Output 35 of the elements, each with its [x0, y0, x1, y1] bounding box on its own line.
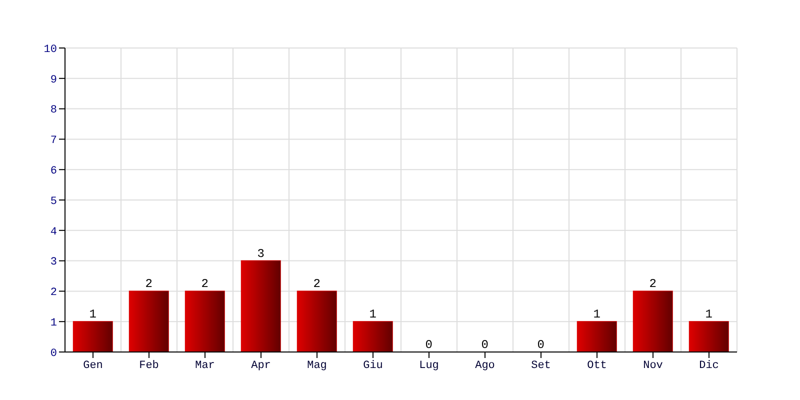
y-tick-label: 1 [50, 318, 58, 330]
y-tick-label: 9 [50, 74, 57, 86]
x-tick-label: Ago [475, 360, 495, 372]
data-label: 1 [593, 308, 600, 322]
x-tick-label: Dic [699, 360, 719, 372]
x-tick-label: Giu [363, 360, 383, 372]
data-label: 0 [537, 338, 544, 352]
x-tick-label: Feb [139, 360, 159, 372]
x-tick-label: Lug [419, 360, 439, 372]
y-tick-label: 0 [50, 348, 57, 360]
y-tick-label: 7 [50, 135, 57, 148]
x-tick-label: Set [531, 360, 551, 372]
data-label: 1 [369, 308, 376, 322]
y-tick-label: 5 [50, 196, 57, 208]
x-tick-label: Nov [643, 360, 664, 372]
x-tick-label: Ott [587, 360, 607, 372]
data-label: 1 [89, 308, 96, 322]
y-tick-label: 8 [50, 104, 57, 117]
y-tick-label: 10 [44, 44, 57, 56]
data-label: 0 [481, 338, 488, 352]
x-tick-label: Gen [83, 360, 103, 372]
y-tick-label: 2 [50, 287, 57, 300]
x-tick-label: Apr [251, 360, 271, 372]
y-tick-label: 3 [50, 256, 57, 269]
data-label: 2 [145, 277, 152, 292]
data-label: 3 [257, 246, 264, 261]
x-tick-label: Mar [195, 360, 215, 372]
data-label: 2 [201, 277, 208, 292]
data-label: 2 [313, 277, 320, 292]
data-label: 0 [425, 338, 432, 352]
y-tick-label: 4 [50, 226, 58, 238]
data-label: 2 [649, 277, 656, 292]
x-tick-label: Mag [307, 360, 327, 372]
y-tick-label: 6 [50, 166, 57, 178]
data-label: 1 [705, 308, 712, 322]
